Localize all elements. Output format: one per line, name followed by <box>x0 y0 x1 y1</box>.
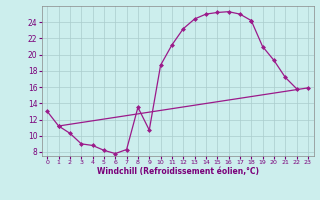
X-axis label: Windchill (Refroidissement éolien,°C): Windchill (Refroidissement éolien,°C) <box>97 167 259 176</box>
